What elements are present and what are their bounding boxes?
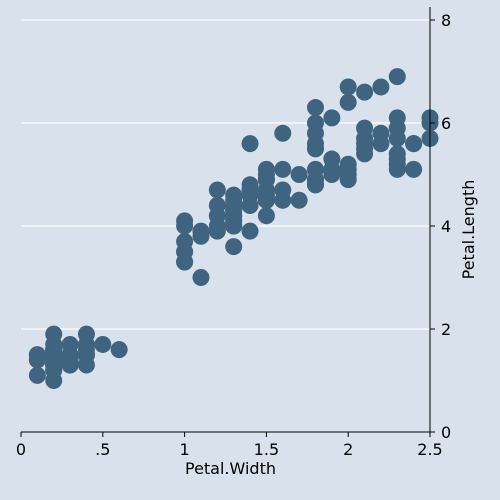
scatter-point — [306, 160, 324, 178]
scatter-point — [225, 212, 243, 230]
scatter-point — [323, 109, 341, 127]
scatter-point — [94, 335, 112, 353]
x-tick-label: 0 — [16, 440, 26, 459]
y-tick-label: 2 — [441, 320, 451, 339]
x-tick-label: 2.5 — [417, 440, 442, 459]
x-tick-label: 1 — [180, 440, 190, 459]
y-tick-label: 0 — [441, 423, 451, 442]
scatter-point — [339, 171, 357, 189]
scatter-point — [339, 78, 357, 96]
scatter-point — [45, 325, 63, 343]
scatter-point — [339, 93, 357, 111]
scatter-point — [274, 124, 292, 142]
scatter-point — [61, 351, 79, 369]
scatter-point — [257, 207, 275, 225]
scatter-point — [257, 181, 275, 199]
y-axis: 0 2 4 6 8 — [429, 7, 451, 442]
scatter-point — [388, 119, 406, 137]
y-tick-label: 6 — [441, 114, 451, 133]
y-tick-label: 4 — [441, 217, 451, 236]
scatter-point — [241, 186, 259, 204]
y-axis-title: Petal.Length — [459, 180, 478, 280]
scatter-point — [405, 160, 423, 178]
x-tick-label: .5 — [95, 440, 110, 459]
x-tick-label: 1.5 — [254, 440, 279, 459]
scatter-point — [77, 346, 95, 364]
scatter-point — [306, 176, 324, 194]
scatter-point — [356, 83, 374, 101]
scatter-point — [241, 135, 259, 153]
y-tick-label: 8 — [441, 11, 451, 30]
x-tick-label: 2 — [343, 440, 353, 459]
scatter-point — [225, 238, 243, 256]
scatter-point — [306, 114, 324, 132]
scatter-point — [290, 191, 308, 209]
scatter-point — [306, 140, 324, 158]
scatter-point — [388, 68, 406, 86]
scatter-point — [257, 160, 275, 178]
scatter-point — [356, 145, 374, 163]
scatter-point — [388, 145, 406, 163]
scatter-point — [339, 155, 357, 173]
x-axis: 0 .5 1 1.5 2 2.5 — [16, 431, 443, 459]
scatter-point — [45, 351, 63, 369]
data-points — [28, 68, 439, 389]
scatter-point — [306, 99, 324, 117]
scatter-point — [405, 135, 423, 153]
scatter-point — [110, 341, 128, 359]
scatter-point — [28, 351, 46, 369]
scatter-point — [176, 253, 194, 271]
scatter-point — [208, 207, 226, 225]
scatter-point — [176, 232, 194, 250]
scatter-point — [241, 222, 259, 240]
scatter-point — [274, 191, 292, 209]
scatter-point — [77, 325, 95, 343]
scatter-point — [208, 181, 226, 199]
scatter-point — [192, 227, 210, 245]
scatter-point — [323, 166, 341, 183]
scatter-point — [28, 366, 46, 384]
scatter-point — [372, 135, 390, 153]
scatter-point — [290, 166, 308, 183]
scatter-point — [176, 212, 194, 230]
x-axis-title: Petal.Width — [185, 459, 276, 478]
scatter-point — [372, 78, 390, 96]
scatter-point — [192, 269, 210, 286]
scatter-point — [274, 160, 292, 178]
